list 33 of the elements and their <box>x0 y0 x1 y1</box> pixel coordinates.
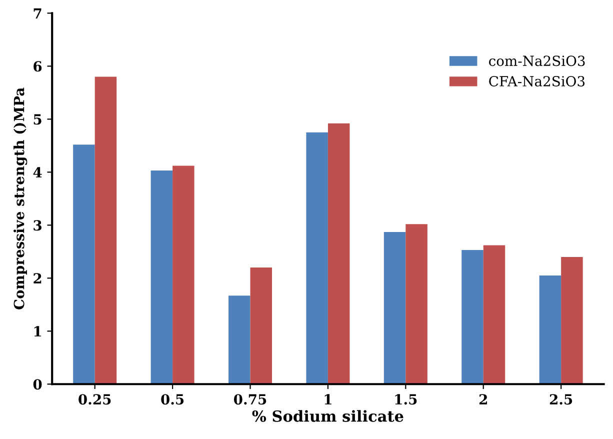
x-tick-label: 0.25 <box>78 394 111 405</box>
y-tick-label: 5 <box>34 114 42 125</box>
x-tick-label: 1.5 <box>395 394 417 405</box>
bar <box>406 224 428 384</box>
bar <box>172 166 194 384</box>
legend-label: com-Na2SiO3 <box>489 56 585 66</box>
x-tick-label: 2 <box>479 394 487 404</box>
y-tick-label: 1 <box>34 326 41 336</box>
x-axis-title: % Sodium silicate <box>252 410 404 422</box>
y-axis-title: Compressive strength ()MPa <box>14 88 28 310</box>
x-tick-label: 0.75 <box>234 394 266 405</box>
y-tick-label: 2 <box>34 273 42 284</box>
bar <box>384 232 406 384</box>
y-tick-label: 3 <box>34 220 42 231</box>
bar <box>483 245 506 384</box>
x-tick-label: 0.5 <box>161 394 184 405</box>
x-tick-label: 1 <box>324 394 332 404</box>
x-tick-label: 2.5 <box>550 394 572 405</box>
bar <box>306 132 328 384</box>
bar <box>539 275 562 384</box>
bar <box>150 170 173 384</box>
y-tick-label: 7 <box>34 8 42 18</box>
bar <box>561 256 583 384</box>
y-tick-label: 6 <box>34 61 42 72</box>
bar <box>250 268 272 384</box>
y-tick-label: 4 <box>33 167 42 178</box>
bar <box>462 250 484 384</box>
y-tick-label: 0 <box>33 379 42 390</box>
bar <box>228 296 250 384</box>
legend-label: CFA-Na2SiO3 <box>489 76 585 86</box>
bar <box>94 76 117 384</box>
bar <box>328 123 350 384</box>
bar <box>73 144 95 384</box>
